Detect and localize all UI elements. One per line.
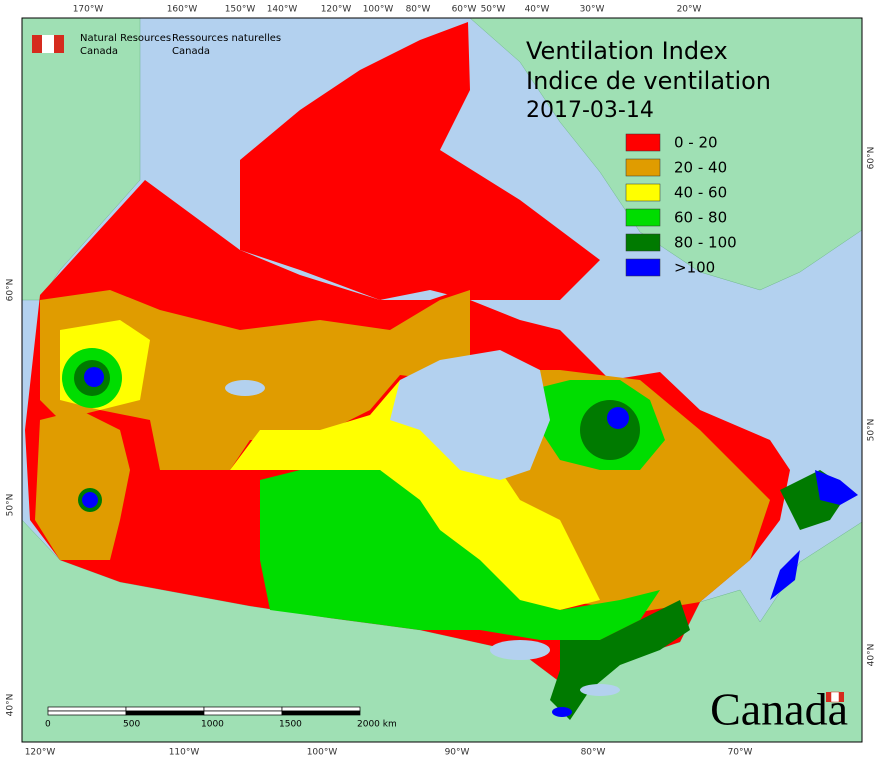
legend-label: 0 - 20 <box>674 134 718 152</box>
legend-label: 20 - 40 <box>674 159 727 177</box>
scale-segment <box>281 710 361 716</box>
legend: 0 - 20 20 - 40 40 - 60 60 - 80 80 - 100 >100 <box>625 133 737 277</box>
top-label: 160°W <box>167 5 198 15</box>
ventilation-zones <box>25 22 858 720</box>
land-outside <box>21 17 863 743</box>
scale-label: 2000 km <box>357 720 397 730</box>
top-label: 140°W <box>267 5 298 15</box>
graticule-labels: 170°W 160°W 150°W 140°W 120°W 100°W 80°W 60°W 50… <box>6 5 877 758</box>
scale-label: 500 <box>123 720 140 730</box>
top-label: 60°W <box>452 5 477 15</box>
scale-segment <box>203 710 283 716</box>
date: 2017-03-14 <box>526 98 654 123</box>
scale-segment <box>281 706 361 712</box>
legend-label: 60 - 80 <box>674 209 727 227</box>
org-fr-line1: Ressources naturelles <box>172 33 281 44</box>
title-fr: Indice de ventilation <box>526 67 771 95</box>
map-frame <box>21 17 863 743</box>
scale-label: 0 <box>45 720 51 730</box>
scale-label: 1500 <box>279 720 302 730</box>
scale-segment <box>47 706 127 712</box>
wordmark: Canada <box>710 684 848 735</box>
top-label: 50°W <box>481 5 506 15</box>
right-label: 60°N <box>867 147 877 170</box>
left-label: 50°N <box>6 494 16 517</box>
scale-segment <box>203 706 283 712</box>
org-fr-line2: Canada <box>172 46 210 57</box>
legend-label: 80 - 100 <box>674 234 737 252</box>
scale-segment <box>125 706 205 712</box>
legend-swatch <box>625 133 661 152</box>
bottom-label: 110°W <box>169 748 200 758</box>
scale-segment <box>47 710 127 716</box>
title-en: Ventilation Index <box>526 37 728 65</box>
legend-swatch <box>625 183 661 202</box>
top-label: 20°W <box>677 5 702 15</box>
legend-swatch <box>625 233 661 252</box>
scale-segment <box>125 710 205 716</box>
agency-signature: Natural Resources Canada Ressources natu… <box>32 33 281 57</box>
org-en-line1: Natural Resources <box>80 33 171 44</box>
water <box>225 350 620 696</box>
top-label: 80°W <box>406 5 431 15</box>
scale-label: 1000 <box>201 720 224 730</box>
legend-swatch <box>625 258 661 277</box>
org-en-line2: Canada <box>80 46 118 57</box>
legend-label: 40 - 60 <box>674 184 727 202</box>
wordmark-flag <box>826 691 844 703</box>
top-label: 30°W <box>580 5 605 15</box>
bottom-label: 90°W <box>445 748 470 758</box>
left-label: 40°N <box>6 694 16 717</box>
top-label: 40°W <box>525 5 550 15</box>
top-label: 120°W <box>321 5 352 15</box>
top-label: 170°W <box>73 5 104 15</box>
legend-label: >100 <box>674 259 715 277</box>
bottom-label: 120°W <box>25 748 56 758</box>
bottom-label: 80°W <box>581 748 606 758</box>
scale-bar: 0 500 1000 1500 2000 km <box>45 706 397 730</box>
legend-swatch <box>625 208 661 227</box>
right-label: 50°N <box>867 419 877 442</box>
legend-swatch <box>625 158 661 177</box>
right-label: 40°N <box>867 644 877 667</box>
bottom-label: 100°W <box>307 748 338 758</box>
top-label: 150°W <box>225 5 256 15</box>
bottom-label: 70°W <box>728 748 753 758</box>
top-label: 100°W <box>363 5 394 15</box>
left-label: 60°N <box>6 279 16 302</box>
